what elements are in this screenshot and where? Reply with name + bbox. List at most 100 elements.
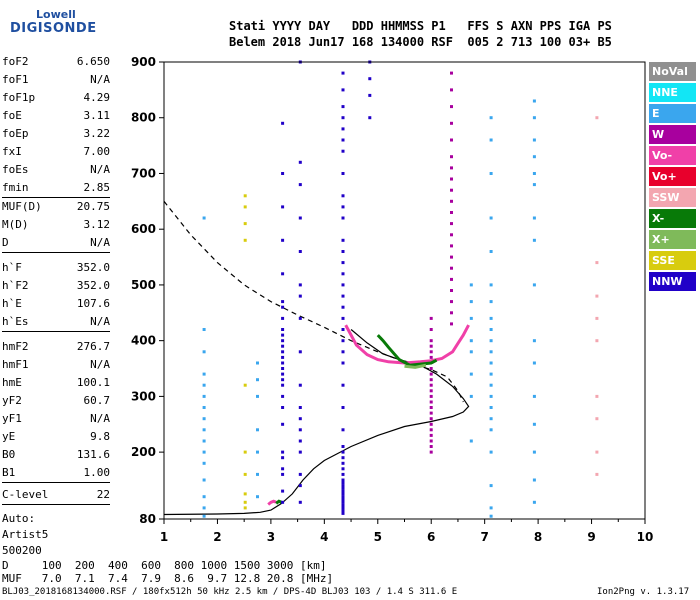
- echo-point: [341, 500, 345, 504]
- divider: [2, 504, 110, 505]
- echo-point: [281, 316, 285, 320]
- param-row: yF2 60.7: [2, 392, 110, 410]
- echo-point: [489, 328, 493, 331]
- echo-point: [489, 372, 493, 376]
- echo-point: [281, 238, 285, 242]
- echo-point: [489, 216, 493, 220]
- legend-item-w: W: [649, 125, 696, 144]
- echo-point: [595, 472, 599, 476]
- x-tick-label: 8: [534, 530, 542, 544]
- divider: [2, 482, 110, 483]
- echo-point: [341, 383, 345, 387]
- echo-point: [368, 116, 372, 120]
- echo-point: [341, 88, 345, 92]
- echo-point: [595, 339, 599, 343]
- echo-point: [469, 283, 473, 287]
- echo-point: [429, 450, 433, 454]
- echo-point: [469, 372, 473, 376]
- echo-point: [298, 350, 302, 354]
- param-value: 20.75: [76, 200, 110, 213]
- echo-point: [281, 339, 285, 343]
- echo-point: [341, 472, 345, 476]
- echo-point: [202, 406, 206, 409]
- echo-point: [450, 311, 453, 315]
- echo-point: [368, 77, 372, 81]
- echo-point: [243, 205, 247, 209]
- echo-point: [281, 378, 285, 382]
- param-value: 7.00: [83, 145, 111, 158]
- echo-point: [341, 205, 345, 209]
- echo-point: [256, 495, 259, 499]
- echo-point: [450, 188, 453, 192]
- echo-point: [450, 138, 453, 142]
- echo-point: [341, 316, 345, 320]
- echo-point: [243, 500, 247, 504]
- echo-point: [298, 428, 302, 432]
- echo-point: [450, 322, 453, 326]
- echo-point: [281, 305, 285, 309]
- echo-point: [341, 484, 345, 488]
- echo-point: [202, 478, 206, 482]
- echo-point: [595, 394, 599, 398]
- param-label: foE: [2, 109, 22, 122]
- x-tick-label: 3: [267, 530, 275, 544]
- echo-trace-3: [376, 334, 438, 367]
- echo-point: [341, 105, 345, 109]
- x-tick-label: 1: [160, 530, 168, 544]
- echo-point: [243, 222, 247, 226]
- echo-point: [450, 121, 453, 125]
- echo-point: [429, 439, 433, 443]
- echo-point: [469, 394, 473, 398]
- echo-point: [256, 378, 259, 382]
- divider: [2, 197, 110, 198]
- legend-item-e: E: [649, 104, 696, 123]
- y-tick-label: 800: [131, 111, 156, 125]
- param-value: N/A: [90, 163, 110, 176]
- echo-point: [281, 406, 285, 409]
- echo-point: [281, 350, 285, 354]
- echo-point: [532, 500, 536, 504]
- echo-point: [532, 361, 536, 365]
- echo-trace-4: [404, 363, 427, 369]
- echo-point: [429, 350, 433, 354]
- echo-point: [341, 138, 345, 142]
- echo-point: [341, 486, 345, 490]
- echo-point: [202, 461, 206, 465]
- echo-point: [341, 294, 345, 298]
- echo-point: [341, 149, 345, 153]
- x-tick-label: 4: [320, 530, 328, 544]
- echo-point: [489, 383, 493, 387]
- param-row: fmin 2.85: [2, 179, 110, 197]
- echo-point: [341, 478, 345, 482]
- echo-point: [489, 283, 493, 287]
- param-value: N/A: [90, 412, 110, 425]
- echo-point: [256, 472, 259, 476]
- header-values: Belem 2018 Jun17 168 134000 RSF 005 2 71…: [229, 35, 612, 49]
- param-label: yF1: [2, 412, 22, 425]
- echo-point: [450, 244, 453, 248]
- y-tick-label: 80: [139, 512, 156, 526]
- echo-point: [429, 445, 433, 448]
- param-row: B1 1.00: [2, 464, 110, 482]
- param-row: foE 3.11: [2, 107, 110, 125]
- param-label: D: [2, 236, 9, 249]
- param-value: 22: [96, 488, 110, 501]
- echo-point: [256, 450, 259, 454]
- echo-point: [281, 472, 285, 476]
- echo-point: [202, 383, 206, 387]
- echo-point: [341, 509, 345, 513]
- param-row: hmF2 276.7: [2, 338, 110, 356]
- echo-point: [281, 372, 285, 376]
- echo-point: [281, 328, 285, 331]
- echo-point: [202, 328, 206, 331]
- legend-item-x: X+: [649, 230, 696, 249]
- clevel-row: C-level 22: [2, 486, 110, 504]
- legend: NoVal NNE E W Vo- Vo+ SSW X- X+ SSE NNW: [649, 62, 696, 293]
- param-value: N/A: [90, 315, 110, 328]
- echo-point: [341, 127, 345, 131]
- echo-point: [429, 328, 433, 331]
- echo-point: [341, 506, 345, 510]
- logo-digisonde: DIGISONDE: [10, 21, 97, 36]
- echo-point: [368, 93, 372, 97]
- echo-point: [489, 394, 493, 398]
